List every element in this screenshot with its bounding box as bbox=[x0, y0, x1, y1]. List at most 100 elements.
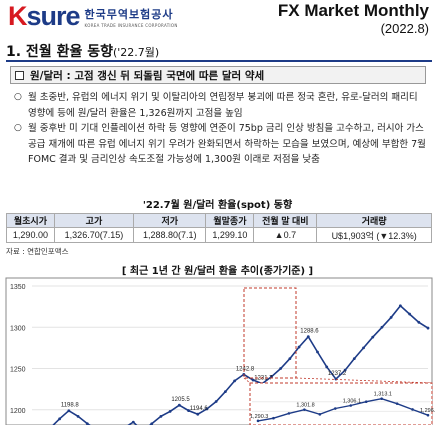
fx-spot-table: 월초시가 고가 저가 월말종가 전월 말 대비 거래량 1,290.00 1,3… bbox=[6, 213, 432, 243]
data-point bbox=[58, 417, 61, 420]
th-open: 월초시가 bbox=[7, 214, 55, 228]
y-tick-label: 1200 bbox=[10, 408, 26, 415]
td-high: 1,326.70(7.15) bbox=[54, 228, 133, 243]
inset-data-label: 1,301.8 bbox=[296, 403, 314, 409]
y-tick-label: 1350 bbox=[10, 284, 26, 291]
data-point bbox=[178, 404, 181, 407]
circle-bullet-icon: ○ bbox=[14, 90, 28, 121]
data-label: 1194.6 bbox=[190, 406, 209, 412]
circle-bullet-icon: ○ bbox=[14, 121, 28, 168]
page-header: Ksure 한국무역보험공사 KOREA TRADE INSURANCE COR… bbox=[0, 0, 435, 38]
data-point bbox=[298, 346, 301, 349]
data-label: 1288.6 bbox=[300, 329, 319, 335]
inset-data-point bbox=[303, 408, 306, 411]
data-label: 1231.7 bbox=[254, 376, 273, 382]
subsection-title: 원/달러 : 고점 갱신 뒤 되돌림 국면에 따른 달러 약세 bbox=[30, 68, 264, 83]
table-title-text: '22.7월 원/달러 환율(spot) 동향 bbox=[143, 200, 292, 211]
logo-korean-name: 한국무역보험공사 bbox=[85, 6, 178, 22]
data-point bbox=[132, 421, 135, 424]
inset-data-label: 1,306.1 bbox=[343, 399, 361, 405]
data-point bbox=[335, 378, 338, 381]
data-point bbox=[399, 304, 402, 307]
data-point bbox=[381, 326, 384, 329]
table-header-row: 월초시가 고가 저가 월말종가 전월 말 대비 거래량 bbox=[7, 214, 432, 228]
data-point bbox=[427, 327, 430, 330]
inset-data-point bbox=[365, 400, 368, 403]
inset-data-label: 1,313.1 bbox=[374, 392, 392, 398]
section-title: 1. 전월 환율 동향('22.7월) bbox=[6, 41, 159, 61]
bullet-item: ○ 월 중후반 미 기대 인플레이션 하락 등 영향에 연준이 75bp 금리 … bbox=[14, 121, 428, 168]
data-point bbox=[233, 379, 236, 382]
inset-data-point bbox=[334, 407, 337, 410]
td-open: 1,290.00 bbox=[7, 228, 55, 243]
th-high: 고가 bbox=[54, 214, 133, 228]
inset-data-label: 1,296.1 bbox=[420, 408, 435, 414]
th-low: 저가 bbox=[134, 214, 206, 228]
bullet-text: 월 초중반, 유럽의 에너지 위기 및 이탈리아의 연립정부 붕괴에 따른 정국… bbox=[28, 90, 428, 121]
section-title-sub: ('22.7월) bbox=[113, 46, 159, 59]
logo-sure: sure bbox=[27, 1, 80, 31]
td-low: 1,288.80(7.1) bbox=[134, 228, 206, 243]
td-change: ▲0.7 bbox=[254, 228, 317, 243]
data-point bbox=[417, 321, 420, 324]
logo-english-name: KOREA TRADE INSURANCE CORPORATION bbox=[85, 23, 178, 28]
document-title: FX Market Monthly bbox=[278, 1, 429, 21]
inset-data-point bbox=[396, 402, 399, 405]
section-title-text: 1. 전월 환율 동향 bbox=[6, 44, 113, 60]
data-point bbox=[371, 336, 374, 339]
logo-text: 한국무역보험공사 KOREA TRADE INSURANCE CORPORATI… bbox=[85, 6, 178, 28]
inset-data-point bbox=[411, 408, 414, 411]
data-point bbox=[353, 357, 356, 360]
data-point bbox=[362, 346, 365, 349]
inset-data-point bbox=[427, 414, 430, 417]
subsection-box: 원/달러 : 고점 갱신 뒤 되돌림 국면에 따른 달러 약세 bbox=[10, 66, 426, 84]
inset-data-point bbox=[319, 413, 322, 416]
data-label: 1242.8 bbox=[236, 366, 255, 372]
y-tick-label: 1300 bbox=[10, 325, 26, 332]
ksure-logo: Ksure 한국무역보험공사 KOREA TRADE INSURANCE COR… bbox=[8, 2, 178, 30]
y-tick-label: 1250 bbox=[10, 367, 26, 374]
logo-k: K bbox=[8, 1, 27, 31]
data-point bbox=[316, 351, 319, 354]
section-rule bbox=[6, 60, 432, 62]
bullet-list: ○ 월 초중반, 유럽의 에너지 위기 및 이탈리아의 연립정부 붕괴에 따른 … bbox=[14, 90, 428, 168]
inset-data-point bbox=[257, 420, 260, 423]
th-change: 전월 말 대비 bbox=[254, 214, 317, 228]
inset-data-label: 1,290.3 bbox=[250, 414, 268, 420]
logo-mark: Ksure bbox=[8, 2, 80, 30]
data-point bbox=[390, 316, 393, 319]
bullet-item: ○ 월 초중반, 유럽의 에너지 위기 및 이탈리아의 연립정부 붕괴에 따른 … bbox=[14, 90, 428, 121]
table-title: '22.7월 원/달러 환율(spot) 동향 bbox=[0, 196, 435, 211]
checkbox-square-icon bbox=[15, 71, 24, 80]
document-date: (2022.8) bbox=[381, 21, 429, 36]
inset-data-point bbox=[288, 412, 291, 415]
data-point bbox=[160, 415, 163, 418]
td-volume: U$1,903억 (▼12.3%) bbox=[317, 228, 432, 243]
data-label: 1237.2 bbox=[328, 371, 347, 377]
bullet-text: 월 중후반 미 기대 인플레이션 하락 등 영향에 연준이 75bp 금리 인상… bbox=[28, 121, 428, 168]
data-point bbox=[67, 409, 70, 412]
data-point bbox=[325, 365, 328, 368]
data-point bbox=[196, 413, 199, 416]
th-close: 월말종가 bbox=[206, 214, 254, 228]
inset-data-point bbox=[380, 397, 383, 400]
data-point bbox=[77, 415, 80, 418]
data-point bbox=[288, 357, 291, 360]
td-close: 1,299.10 bbox=[206, 228, 254, 243]
table-row: 1,290.00 1,326.70(7.15) 1,288.80(7.1) 1,… bbox=[7, 228, 432, 243]
inset-frame bbox=[250, 383, 432, 425]
data-point bbox=[408, 313, 411, 316]
source-note: 자료 : 연합인포맥스 bbox=[6, 246, 69, 257]
th-volume: 거래량 bbox=[317, 214, 432, 228]
chart-title: [ 최근 1년 간 원/달러 환율 추이(종가기준) ] bbox=[0, 262, 435, 277]
data-point bbox=[279, 367, 282, 370]
data-point bbox=[307, 335, 310, 338]
data-label: 1198.8 bbox=[61, 403, 80, 409]
data-point bbox=[224, 390, 227, 393]
inset-data-point bbox=[349, 404, 352, 407]
data-point bbox=[169, 410, 172, 413]
inset-data-point bbox=[272, 417, 275, 420]
data-label: 1205.5 bbox=[171, 397, 190, 403]
data-point bbox=[215, 400, 218, 403]
